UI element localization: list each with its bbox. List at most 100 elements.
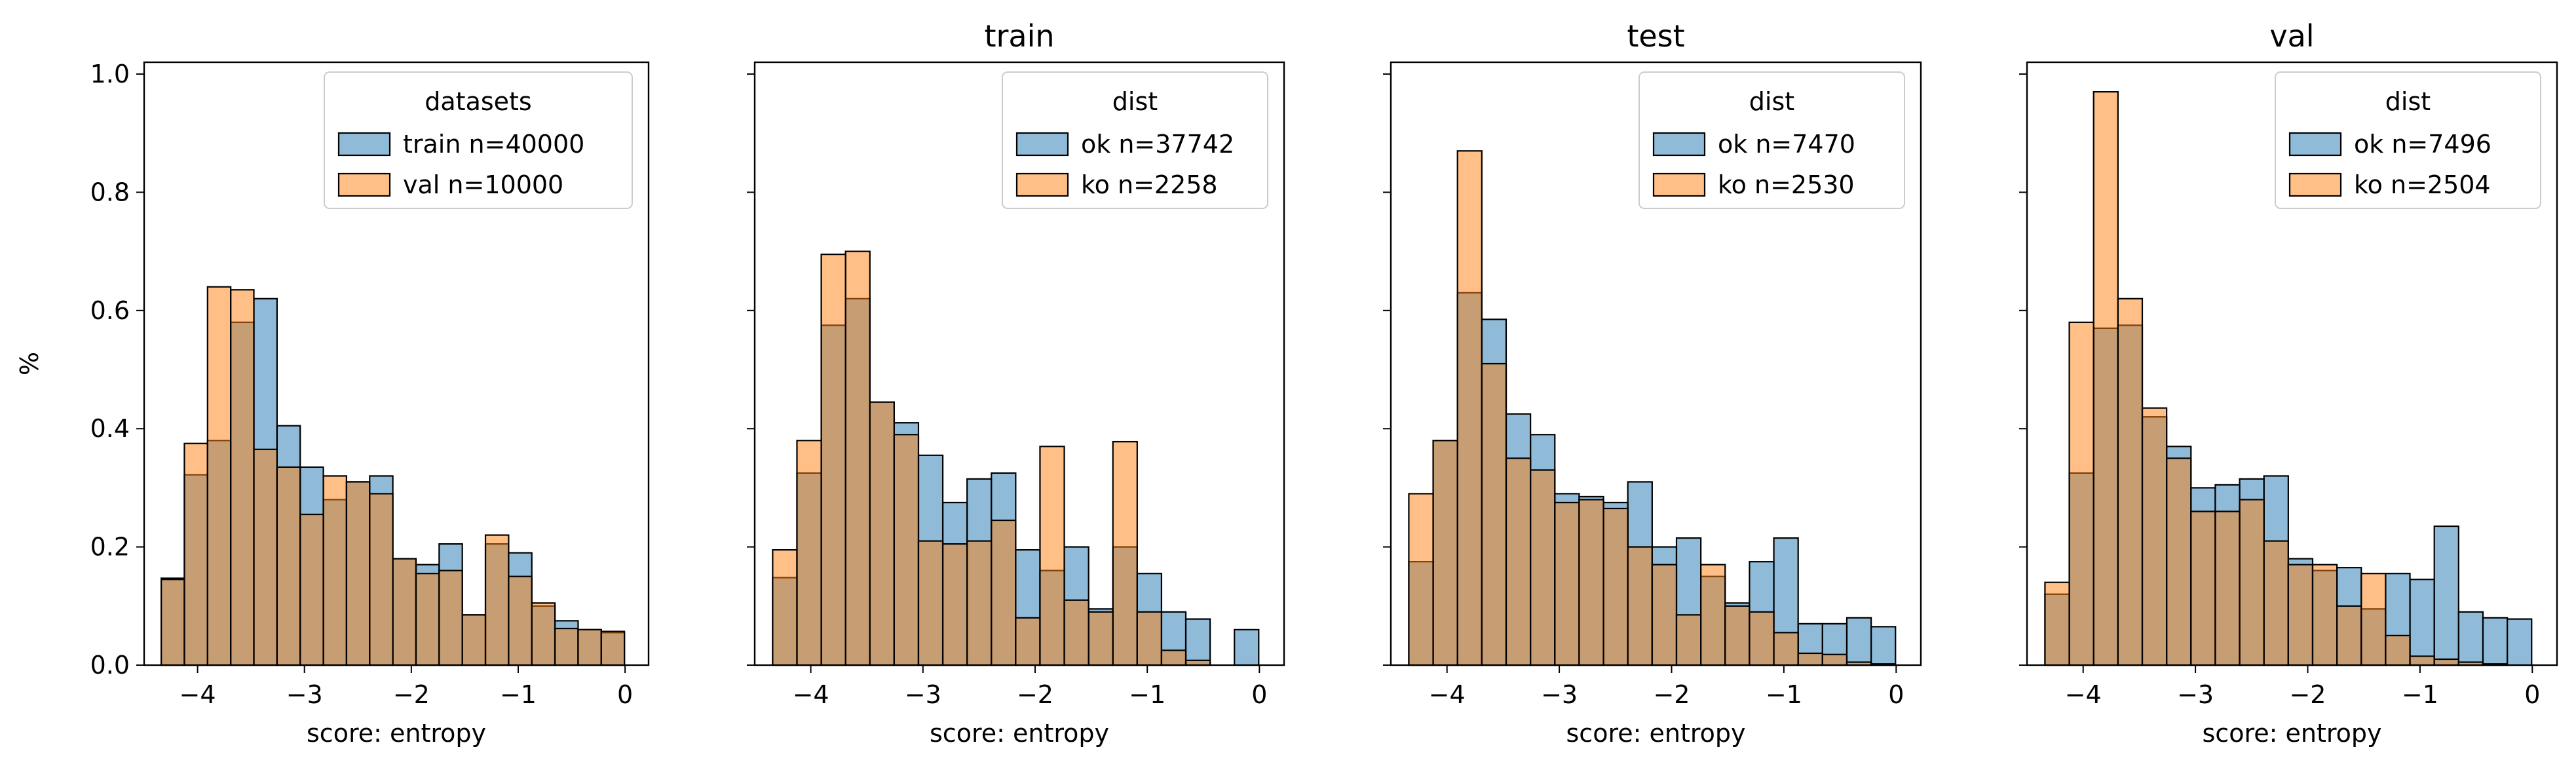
legend-box	[324, 71, 633, 209]
bar-b-11	[415, 573, 440, 666]
y-axis-label: %	[15, 352, 44, 375]
bar-b-7	[2214, 510, 2241, 666]
bar-b-6	[2190, 510, 2216, 666]
bar-b-16	[2433, 658, 2459, 666]
x-axis-label: score: entropy	[307, 719, 486, 748]
axes-frame	[143, 61, 650, 666]
legend-swatch-b	[1015, 172, 1069, 197]
bar-b-12	[1700, 564, 1726, 666]
panel-val: −4 −3 −2 −1 0 score: entropy val dist ok n=7496 k…	[2019, 18, 2558, 748]
bar-b-0	[1408, 493, 1434, 666]
bar-a-17	[1184, 618, 1211, 666]
bar-a-15	[2409, 579, 2435, 666]
bar-b-1	[2068, 321, 2094, 666]
legend-swatch-a	[1015, 132, 1069, 157]
bar-b-4	[1505, 457, 1532, 666]
y-tick-label: 0.4	[90, 414, 130, 443]
bar-b-15	[1136, 611, 1163, 666]
bar-b-12	[1063, 599, 1089, 666]
x-axis-label: score: entropy	[2203, 719, 2382, 748]
legend-box	[1002, 71, 1268, 209]
bar-b-18	[577, 628, 602, 666]
legend-entry-a: train n=40000	[403, 130, 584, 159]
x-tick-label: 0	[1888, 680, 1904, 709]
x-tick-label: −4	[1429, 680, 1466, 709]
panel-datasets: −4 −3 −2 −1 0 0.0 0.2 0.4 0.6 0.8 1.0 score: entrop…	[15, 60, 650, 748]
legend-title: dist	[1749, 87, 1794, 116]
bar-a-19	[1234, 628, 1260, 666]
bar-b-13	[461, 614, 487, 666]
bar-b-13	[1088, 611, 1114, 666]
legend-swatch-a	[2288, 132, 2342, 157]
bar-b-14	[2385, 634, 2411, 666]
bar-b-4	[253, 448, 278, 666]
bar-b-11	[2311, 564, 2338, 666]
legend-entry-b: ko n=2258	[1081, 170, 1218, 199]
bar-b-13	[1724, 605, 1751, 666]
bar-a-18	[2482, 617, 2509, 666]
bar-b-10	[1651, 564, 1678, 666]
bar-b-12	[438, 569, 463, 666]
bar-b-17	[1821, 653, 1848, 666]
y-tick-label: 0.2	[90, 533, 130, 562]
y-tick-label: 0.8	[90, 178, 130, 206]
bar-b-9	[1627, 546, 1653, 666]
bar-b-5	[276, 466, 301, 666]
legend-entry-a: ok n=37742	[1081, 130, 1234, 159]
bar-b-8	[966, 540, 993, 666]
legend-box	[1638, 71, 1905, 209]
x-tick-label: −1	[1766, 680, 1802, 709]
bar-b-7	[322, 475, 348, 666]
bar-b-7	[1578, 499, 1604, 666]
bar-b-5	[1530, 469, 1556, 666]
x-tick-label: −4	[2065, 680, 2102, 709]
bar-b-16	[1160, 649, 1187, 666]
axes-frame	[2026, 61, 2558, 666]
panel-title: test	[1627, 18, 1684, 54]
bar-b-5	[2166, 457, 2192, 666]
x-axis-label: score: entropy	[930, 719, 1109, 748]
bar-a-19	[1870, 626, 1897, 666]
bar-b-3	[1481, 362, 1507, 666]
y-tick-label: 0.6	[90, 296, 130, 325]
legend-swatch-a	[1652, 132, 1706, 157]
bar-b-16	[531, 602, 556, 666]
y-tick-label: 0.0	[90, 651, 130, 680]
bar-b-2	[820, 254, 846, 666]
x-tick-label: −2	[393, 680, 430, 709]
legend-entry-b: val n=10000	[403, 170, 563, 199]
bar-b-14	[1749, 611, 1775, 666]
x-tick-label: −1	[500, 680, 537, 709]
legend-swatch-b	[2288, 172, 2342, 197]
bar-b-2	[2093, 90, 2119, 666]
legend-swatch-b	[337, 172, 391, 197]
bar-b-3	[844, 250, 871, 666]
legend-title: datasets	[425, 87, 531, 116]
x-tick-label: −4	[180, 680, 216, 709]
bar-b-16	[1797, 652, 1823, 666]
bar-b-1	[183, 442, 208, 666]
x-tick-label: −4	[793, 680, 829, 709]
x-tick-label: −1	[1129, 680, 1165, 709]
legend-entry-b: ko n=2504	[2354, 170, 2491, 199]
legend-box	[2275, 71, 2541, 209]
bar-b-13	[2360, 573, 2387, 666]
x-tick-label: −2	[1017, 680, 1053, 709]
x-tick-label: −2	[1653, 680, 1690, 709]
legend-entry-a: ok n=7496	[2354, 130, 2491, 159]
x-tick-label: −3	[905, 680, 941, 709]
bar-b-2	[206, 286, 232, 666]
bar-b-8	[1602, 507, 1629, 666]
bar-b-15	[1773, 632, 1799, 666]
bar-a-19	[2507, 618, 2533, 666]
bar-b-7	[941, 543, 968, 666]
legend-entry-a: ok n=7470	[1718, 130, 1855, 159]
bar-b-6	[1554, 501, 1580, 666]
bar-b-2	[1456, 150, 1483, 666]
bar-b-19	[600, 630, 626, 666]
bar-b-8	[2239, 499, 2265, 666]
legend-entry-b: ko n=2530	[1718, 170, 1855, 199]
x-tick-label: 0	[2524, 680, 2540, 709]
bar-a-16	[2433, 525, 2459, 666]
